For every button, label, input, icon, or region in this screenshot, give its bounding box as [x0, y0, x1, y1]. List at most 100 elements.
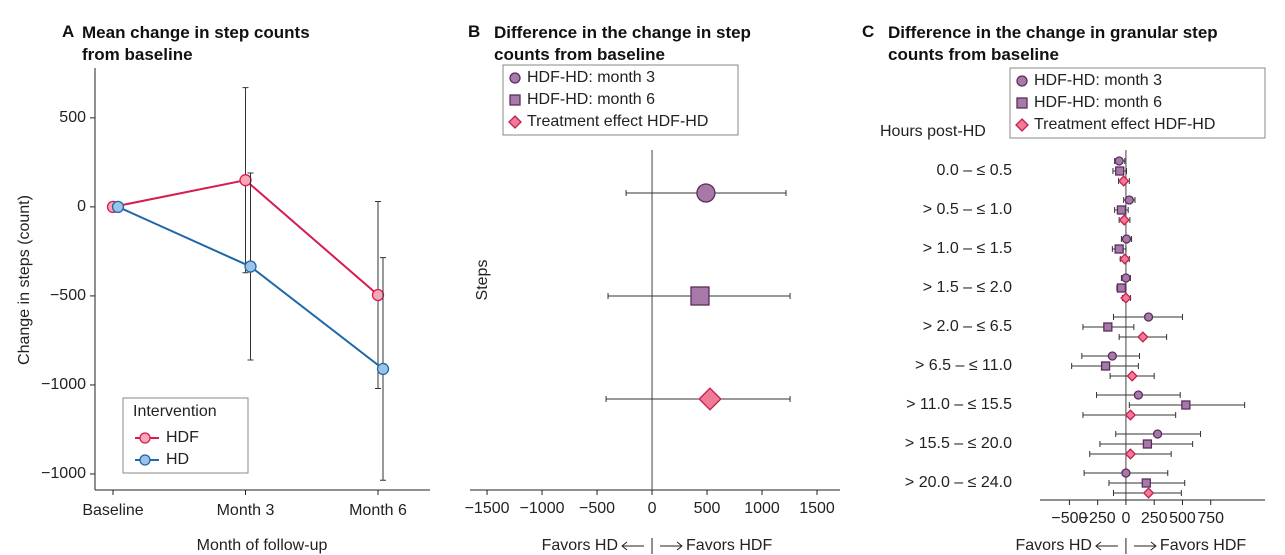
y-tick-label: −1000 [41, 465, 86, 482]
y-axis-label: Steps [474, 260, 491, 301]
point [139, 432, 151, 444]
point [1117, 175, 1130, 187]
row-label: 0.0 – ≤ 0.5 [937, 162, 1013, 179]
chart-title: Difference in the change in granular ste… [888, 23, 1218, 64]
x-tick-label: 750 [1197, 510, 1224, 527]
x-axis-label-right: Favors HDF [686, 537, 772, 554]
legend-box [1009, 67, 1266, 139]
point [1121, 468, 1131, 478]
row-label: > 0.5 – ≤ 1.0 [923, 201, 1012, 218]
legend-label: Treatment effect HDF-HD [527, 113, 708, 130]
point [111, 200, 125, 214]
point [376, 362, 390, 376]
point [1141, 478, 1151, 488]
axis-arrows [621, 538, 683, 554]
point [1121, 273, 1131, 283]
point [1142, 487, 1155, 499]
point [1181, 400, 1191, 410]
point [1124, 409, 1137, 421]
y-axis-label: Change in steps (count) [16, 195, 33, 365]
point [1124, 195, 1134, 205]
point [239, 174, 252, 187]
panel-letter: B [468, 22, 481, 41]
point [1116, 283, 1127, 293]
row-label: > 2.0 – ≤ 6.5 [923, 318, 1012, 335]
panel-letter: A [62, 22, 75, 41]
x-tick-label: −1000 [520, 500, 565, 517]
point [1116, 205, 1127, 215]
point [509, 94, 521, 106]
point [1143, 312, 1154, 322]
legend-label: HDF-HD: month 6 [527, 91, 655, 108]
row-label: > 1.0 – ≤ 1.5 [923, 240, 1012, 257]
x-tick-label: 500 [1169, 510, 1196, 527]
y-tick-label: 0 [77, 198, 86, 215]
point [1015, 118, 1029, 132]
x-tick-label: 1500 [799, 500, 835, 517]
point [698, 387, 722, 411]
point [1016, 97, 1028, 109]
chart-title: Difference in the change in step counts … [494, 23, 751, 64]
point [1100, 361, 1111, 371]
point [1133, 390, 1144, 400]
x-tick-label: 0 [648, 500, 657, 517]
y-tick-label: −1000 [41, 376, 86, 393]
x-tick-label: Month 3 [217, 502, 275, 519]
point [1107, 351, 1118, 361]
point [1124, 448, 1137, 460]
legend-label: HD [166, 451, 189, 468]
x-tick-label: 0 [1121, 510, 1130, 527]
x-tick-label: 1000 [744, 500, 780, 517]
x-tick-label: Baseline [82, 502, 143, 519]
x-axis-label-right: Favors HDF [1160, 537, 1246, 554]
point [1121, 234, 1132, 244]
point [1114, 244, 1124, 254]
row-label: > 20.0 – ≤ 24.0 [905, 474, 1012, 491]
point [1118, 214, 1130, 226]
x-tick-label: Month 6 [349, 502, 407, 519]
point [690, 286, 710, 306]
row-label: > 1.5 – ≤ 2.0 [923, 279, 1012, 296]
y-tick-label: 500 [59, 109, 86, 126]
legend-label: HDF-HD: month 3 [527, 69, 655, 86]
panel-letter: C [862, 22, 875, 41]
point [244, 260, 257, 273]
row-label: > 11.0 – ≤ 15.5 [906, 396, 1012, 413]
x-tick-label: −1500 [465, 500, 510, 517]
x-tick-label: −500 [1051, 510, 1087, 527]
legend-box [502, 64, 739, 136]
point [371, 288, 385, 302]
point [1126, 370, 1138, 382]
row-heading: Hours post-HD [880, 123, 986, 140]
point [1142, 439, 1153, 449]
point [696, 183, 716, 203]
point [1137, 331, 1149, 343]
x-axis-label-left: Favors HD [542, 537, 618, 554]
legend-label: HDF-HD: month 3 [1034, 72, 1162, 89]
legend-label: HDF-HD: month 6 [1034, 94, 1162, 111]
row-label: > 6.5 – ≤ 11.0 [915, 357, 1012, 374]
point [1103, 322, 1113, 332]
point [509, 72, 521, 84]
axis-arrows [1095, 538, 1157, 554]
point [1016, 75, 1028, 87]
legend-label: Treatment effect HDF-HD [1034, 116, 1215, 133]
point [508, 115, 522, 129]
point [1114, 156, 1124, 166]
y-tick-label: −500 [50, 287, 86, 304]
error-bar [605, 396, 791, 402]
x-tick-label: −500 [579, 500, 615, 517]
point [1152, 429, 1163, 439]
x-tick-label: −250 [1080, 510, 1116, 527]
point [1119, 253, 1131, 265]
legend-label: HDF [166, 429, 199, 446]
row-label: > 15.5 – ≤ 20.0 [905, 435, 1012, 452]
point [1115, 166, 1125, 176]
x-tick-label: 250 [1141, 510, 1168, 527]
x-axis-label: Month of follow-up [197, 537, 328, 554]
legend-title: Intervention [133, 403, 217, 420]
chart-title: Mean change in step counts from baseline [82, 23, 310, 64]
point [1120, 292, 1132, 304]
